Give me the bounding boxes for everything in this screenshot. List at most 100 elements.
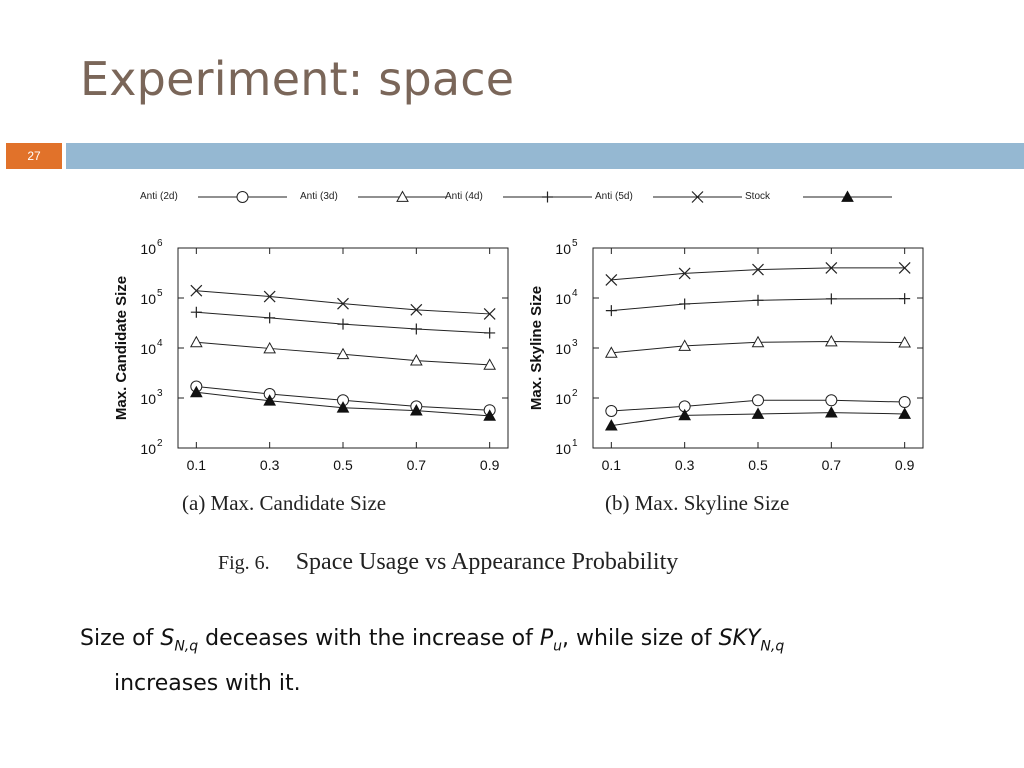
data-point bbox=[751, 335, 765, 348]
series-line bbox=[196, 290, 490, 315]
data-point bbox=[898, 261, 911, 274]
data-point bbox=[678, 267, 691, 280]
data-point bbox=[752, 394, 764, 407]
data-point bbox=[409, 354, 423, 366]
x-tick-label: 0.1 bbox=[602, 457, 622, 473]
y-tick-label-exponent: 5 bbox=[157, 288, 163, 299]
legend-label: Anti (3d) bbox=[300, 191, 338, 202]
legend-marker bbox=[396, 190, 409, 202]
figure-caption: Fig. 6. Space Usage vs Appearance Probabi… bbox=[218, 549, 678, 576]
caption-a: (a) Max. Candidate Size bbox=[182, 491, 387, 515]
symbol-s: S bbox=[160, 626, 175, 651]
data-point bbox=[189, 335, 203, 348]
x-tick-label: 0.9 bbox=[480, 457, 500, 473]
data-point bbox=[337, 318, 349, 330]
y-tick-label: 10 bbox=[555, 291, 571, 307]
legend-marker bbox=[841, 190, 854, 202]
data-point bbox=[825, 394, 838, 407]
body-text-part: deceases with the increase of bbox=[198, 626, 540, 651]
symbol-sky-subscript: N,q bbox=[760, 638, 785, 655]
symbol-sky: SKY bbox=[718, 626, 761, 651]
y-tick-label: 10 bbox=[555, 241, 571, 257]
data-point bbox=[678, 339, 692, 351]
series-anti-5d- bbox=[190, 284, 496, 320]
data-point bbox=[751, 407, 765, 419]
y-tick-label: 10 bbox=[555, 441, 571, 457]
legend-label: Anti (4d) bbox=[445, 191, 483, 202]
data-point bbox=[899, 293, 911, 305]
data-point bbox=[605, 404, 618, 417]
body-text: Size of SN,q deceases with the increase … bbox=[80, 620, 980, 703]
data-point bbox=[679, 298, 691, 310]
series-stock bbox=[189, 385, 497, 421]
x-tick-label: 0.7 bbox=[822, 457, 842, 473]
caption-b: (b) Max. Skyline Size bbox=[605, 491, 790, 515]
y-tick-label-exponent: 6 bbox=[157, 238, 163, 249]
data-point bbox=[825, 293, 837, 305]
data-point bbox=[678, 408, 692, 421]
data-point bbox=[190, 284, 203, 297]
data-point bbox=[483, 409, 497, 421]
slide-title: Experiment: space bbox=[80, 52, 515, 106]
data-point bbox=[752, 294, 764, 306]
legend-marker bbox=[542, 191, 553, 203]
figure-number: Fig. 6. bbox=[218, 552, 270, 574]
y-tick-label-exponent: 4 bbox=[157, 338, 163, 349]
legend-label: Stock bbox=[745, 191, 771, 202]
legend-item: Anti (3d) bbox=[300, 190, 447, 202]
data-point bbox=[898, 407, 912, 419]
x-tick-label: 0.9 bbox=[895, 457, 915, 473]
data-point bbox=[483, 358, 497, 370]
body-text-part: increases with it. bbox=[114, 671, 301, 697]
y-tick-label: 10 bbox=[140, 341, 156, 357]
y-tick-label: 10 bbox=[140, 241, 156, 257]
data-point bbox=[263, 394, 277, 406]
symbol-p: P bbox=[539, 626, 554, 651]
y-tick-label: 10 bbox=[140, 441, 156, 457]
y-tick-label: 10 bbox=[140, 291, 156, 307]
series-stock bbox=[604, 406, 912, 431]
legend-item: Anti (4d) bbox=[445, 191, 592, 203]
data-point bbox=[484, 327, 496, 339]
series-anti-2d- bbox=[605, 394, 911, 417]
series-anti-4d- bbox=[190, 306, 496, 339]
data-point bbox=[337, 297, 349, 310]
y-tick-label-exponent: 2 bbox=[572, 388, 578, 399]
legend-item: Stock bbox=[745, 190, 892, 202]
x-tick-label: 0.7 bbox=[407, 457, 427, 473]
chart-legend: Anti (2d) Anti (3d) Anti (4d) Anti (5d) Stoc… bbox=[140, 182, 900, 212]
y-tick-label: 10 bbox=[555, 341, 571, 357]
figure-caption-text: Space Usage vs Appearance Probability bbox=[295, 549, 679, 575]
symbol-p-subscript: u bbox=[553, 638, 563, 655]
body-text-part: , while size of bbox=[562, 626, 719, 651]
data-point bbox=[898, 396, 911, 409]
y-tick-label-exponent: 4 bbox=[572, 288, 578, 299]
legend-marker bbox=[691, 191, 704, 203]
y-tick-label: 10 bbox=[555, 391, 571, 407]
data-point bbox=[263, 290, 276, 303]
data-point bbox=[604, 346, 618, 358]
data-point bbox=[604, 419, 618, 431]
legend-label: Anti (2d) bbox=[140, 191, 178, 202]
x-tick-label: 0.1 bbox=[187, 457, 207, 473]
legend-item: Anti (2d) bbox=[140, 191, 287, 203]
legend-svg: Anti (2d) Anti (3d) Anti (4d) Anti (5d) Stoc… bbox=[140, 190, 892, 203]
symbol-s-subscript: N,q bbox=[174, 638, 199, 655]
y-axis-label: Max. Candidate Size bbox=[113, 276, 130, 420]
data-point bbox=[410, 323, 422, 335]
series-anti-3d- bbox=[189, 335, 497, 370]
header-band bbox=[66, 143, 1024, 169]
data-point bbox=[605, 305, 617, 317]
data-point bbox=[483, 308, 496, 320]
legend-label: Anti (5d) bbox=[595, 191, 633, 202]
data-point bbox=[898, 336, 912, 348]
data-point bbox=[825, 261, 838, 274]
data-point bbox=[409, 404, 423, 416]
page-number-badge: 27 bbox=[6, 143, 62, 169]
x-tick-label: 0.5 bbox=[748, 457, 768, 473]
series-anti-5d- bbox=[605, 261, 911, 286]
data-point bbox=[263, 341, 277, 354]
y-tick-label-exponent: 2 bbox=[157, 438, 163, 449]
